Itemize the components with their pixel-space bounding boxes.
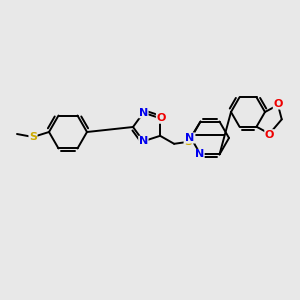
Text: N: N — [139, 108, 148, 118]
Text: S: S — [29, 132, 37, 142]
Text: N: N — [185, 133, 195, 143]
Text: O: O — [273, 99, 283, 109]
Text: S: S — [184, 137, 192, 147]
Text: N: N — [195, 149, 204, 160]
Text: N: N — [139, 136, 148, 146]
Text: O: O — [156, 113, 166, 123]
Text: O: O — [265, 130, 274, 140]
